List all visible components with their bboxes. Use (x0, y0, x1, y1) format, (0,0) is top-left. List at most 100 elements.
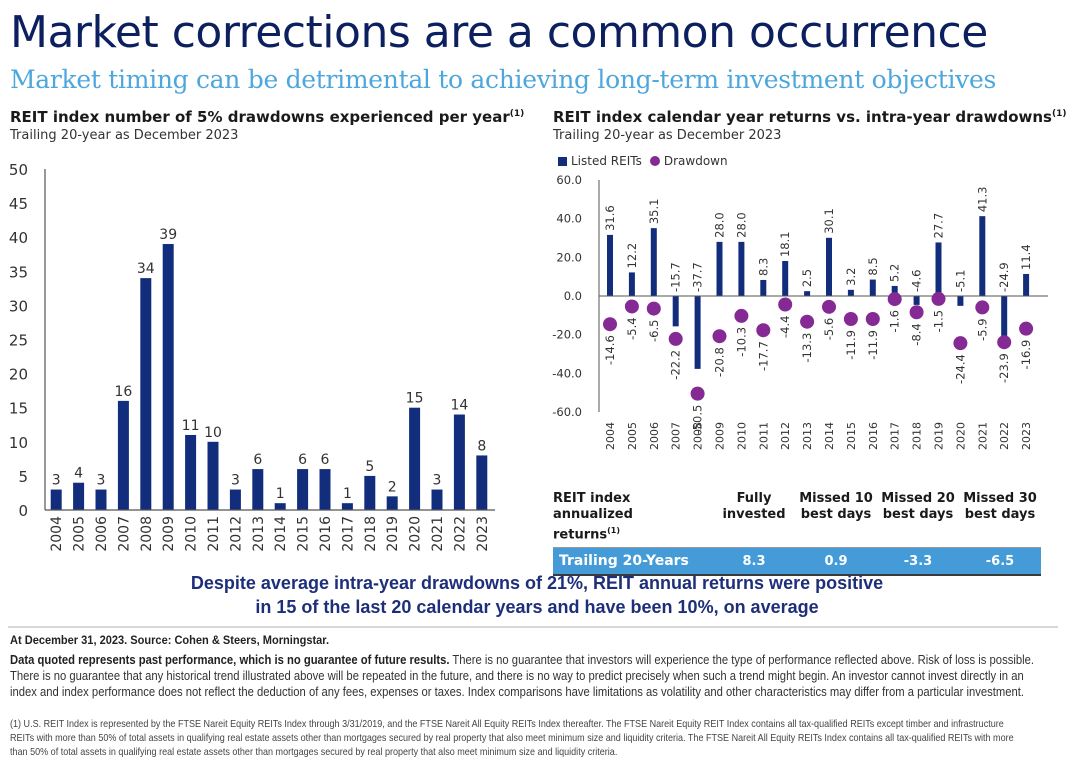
right-chart-title-text: REIT index calendar year returns vs. int… (553, 108, 1052, 126)
drawdown-point (734, 308, 749, 323)
bar (229, 489, 241, 510)
x-tick-label: 2021 (976, 422, 989, 450)
bar-value-label: 1 (343, 486, 352, 502)
right-chart-title-footnote: (1) (1051, 109, 1067, 119)
drawdown-point (953, 336, 968, 351)
x-tick-label: 2006 (94, 516, 110, 552)
bar-value-label: 35.1 (647, 199, 661, 225)
drawdown-point (1019, 321, 1034, 336)
bar-value-label: 41.3 (975, 187, 989, 213)
header-line: invested (722, 507, 786, 522)
bar (891, 285, 898, 296)
page-title: Market corrections are a common occurren… (10, 7, 988, 58)
header-line: Missed 10 (799, 491, 873, 506)
drawdown-point (997, 335, 1012, 350)
y-tick-label: 0 (18, 502, 28, 520)
key-takeaway-line-2: in 15 of the last 20 calendar years and … (255, 597, 819, 617)
bar-value-label: 3 (231, 473, 240, 489)
x-tick-label: 2023 (1020, 422, 1033, 450)
x-tick-label: 2018 (363, 516, 379, 552)
y-tick-label: -40.0 (552, 366, 582, 380)
bar (409, 407, 421, 510)
bar (386, 496, 398, 510)
legend-listed-reits-label: Listed REITs (571, 154, 642, 168)
bar (913, 296, 920, 305)
x-tick-label: 2014 (273, 516, 289, 552)
drawdowns-count-chart: 0510152025303540455032004420053200616200… (9, 161, 495, 552)
y-tick-label: -60.0 (552, 405, 582, 419)
y-tick-label: 50 (9, 161, 28, 179)
drawdown-value-label: -5.6 (822, 318, 836, 340)
legend-listed-reits-swatch (558, 156, 567, 166)
bar-value-label: 14 (450, 398, 468, 414)
x-tick-label: 2020 (954, 422, 967, 450)
bar-value-label: 11 (182, 418, 200, 434)
bar-value-label: -15.7 (669, 262, 683, 292)
header-footnote: (1) (607, 526, 620, 535)
footer-divider (8, 626, 1058, 628)
drawdown-point (800, 314, 815, 329)
header-line: best days (800, 507, 872, 522)
y-tick-label: 35 (9, 263, 28, 281)
bar-value-label: 1 (276, 486, 285, 502)
bar (672, 296, 679, 327)
row-value-missed-20: -3.3 (903, 553, 933, 569)
y-tick-label: 20.0 (556, 250, 582, 264)
drawdown-point (668, 331, 683, 346)
bar-value-label: 12.2 (625, 243, 639, 269)
x-tick-label: 2006 (648, 422, 661, 450)
bar (476, 455, 488, 510)
bar (453, 414, 465, 510)
left-chart-title-text: REIT index number of 5% drawdowns experi… (10, 108, 510, 126)
row-value-missed-10: 0.9 (824, 553, 848, 569)
x-tick-label: 2011 (757, 422, 770, 450)
bar-value-label: 6 (321, 452, 330, 468)
drawdown-value-label: -4.4 (778, 316, 792, 338)
legend-drawdown-swatch (649, 156, 660, 166)
bar-value-label: 8.5 (866, 257, 880, 275)
page-subtitle: Market timing can be detrimental to achi… (10, 65, 997, 94)
x-tick-label: 2016 (867, 422, 880, 450)
x-tick-label: 2022 (998, 422, 1011, 450)
bar (297, 469, 309, 510)
bar-value-label: 2 (388, 479, 397, 495)
header-line: returns (553, 527, 608, 543)
x-tick-label: 2020 (408, 516, 424, 552)
drawdown-value-label: -23.9 (997, 353, 1011, 383)
x-tick-label: 2013 (251, 516, 267, 552)
bar-value-label: 10 (204, 425, 222, 441)
bar-value-label: 6 (253, 452, 262, 468)
drawdown-value-label: -8.4 (910, 323, 924, 345)
bar (185, 434, 197, 510)
drawdown-value-label: -14.6 (603, 335, 617, 365)
drawdown-value-label: -16.9 (1019, 340, 1033, 370)
bar (50, 489, 62, 510)
x-tick-label: 2012 (228, 516, 244, 552)
bar-value-label: 5 (365, 459, 374, 475)
x-tick-label: 2012 (779, 422, 792, 450)
bar (650, 228, 657, 296)
bar (274, 503, 286, 510)
bar (607, 234, 613, 296)
bar (319, 469, 331, 510)
y-tick-label: 40.0 (556, 212, 582, 226)
x-tick-label: 2021 (430, 516, 446, 552)
right-chart-title: REIT index calendar year returns vs. int… (553, 108, 1066, 126)
drawdown-value-label: -50.5 (691, 405, 705, 435)
header-line: best days (964, 507, 1036, 522)
y-tick-label: 60.0 (556, 173, 582, 187)
bar-value-label: 3.2 (844, 268, 858, 286)
y-tick-label: 40 (9, 229, 28, 247)
header-line: Missed 20 (881, 491, 955, 506)
x-tick-label: 2017 (340, 516, 356, 552)
table-header-missed-10: Missed 10 best days (795, 491, 877, 543)
bar (95, 489, 107, 510)
left-chart-subtitle: Trailing 20-year as December 2023 (10, 128, 239, 143)
header-line: best days (882, 507, 954, 522)
bar (140, 278, 152, 510)
x-tick-label: 2008 (139, 516, 155, 552)
right-chart-subtitle: Trailing 20-year as December 2023 (553, 128, 782, 143)
table-header-fully-invested: Fully invested (713, 491, 795, 543)
drawdown-value-label: -24.4 (953, 354, 967, 384)
right-chart-legend: Listed REITs Drawdown (558, 154, 728, 168)
